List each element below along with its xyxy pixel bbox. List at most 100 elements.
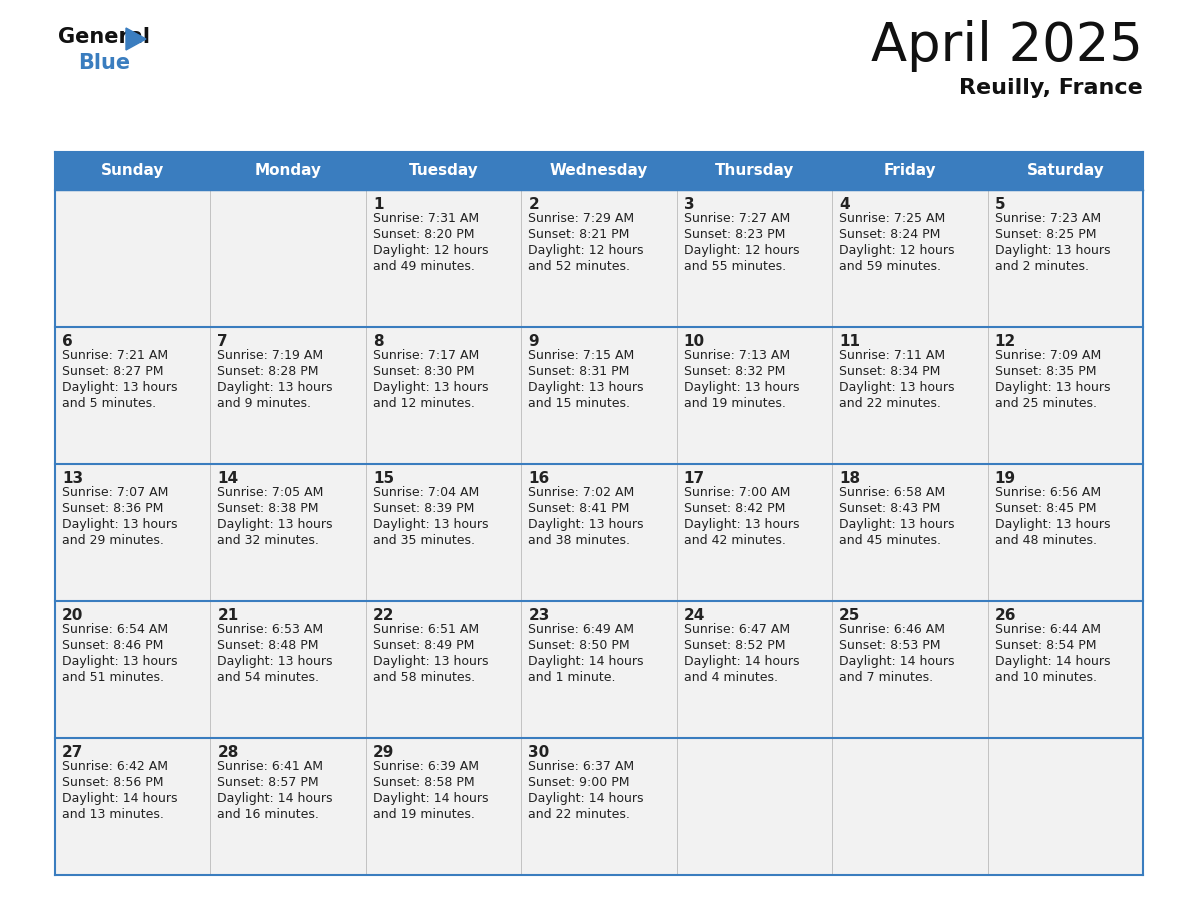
Text: Sunset: 8:53 PM: Sunset: 8:53 PM — [839, 639, 941, 652]
Text: Sunset: 9:00 PM: Sunset: 9:00 PM — [529, 776, 630, 789]
Text: 10: 10 — [684, 334, 704, 349]
Text: and 7 minutes.: and 7 minutes. — [839, 671, 934, 684]
Text: Daylight: 13 hours: Daylight: 13 hours — [529, 518, 644, 531]
Text: Sunrise: 6:42 AM: Sunrise: 6:42 AM — [62, 760, 168, 773]
Text: Daylight: 13 hours: Daylight: 13 hours — [684, 518, 800, 531]
Text: 18: 18 — [839, 471, 860, 486]
Text: April 2025: April 2025 — [871, 20, 1143, 72]
Text: and 12 minutes.: and 12 minutes. — [373, 397, 475, 410]
Text: Sunset: 8:50 PM: Sunset: 8:50 PM — [529, 639, 630, 652]
Text: Sunrise: 7:11 AM: Sunrise: 7:11 AM — [839, 349, 946, 362]
Bar — [987, 190, 1143, 327]
Bar — [210, 738, 366, 875]
Text: Daylight: 13 hours: Daylight: 13 hours — [217, 381, 333, 394]
Text: Sunrise: 6:47 AM: Sunrise: 6:47 AM — [684, 623, 790, 636]
Text: Daylight: 13 hours: Daylight: 13 hours — [994, 244, 1110, 257]
Text: and 35 minutes.: and 35 minutes. — [373, 534, 475, 547]
Text: and 49 minutes.: and 49 minutes. — [373, 260, 475, 273]
Text: Daylight: 12 hours: Daylight: 12 hours — [839, 244, 955, 257]
Text: 1: 1 — [373, 197, 384, 212]
Bar — [55, 738, 210, 875]
Bar — [832, 738, 987, 875]
Text: Daylight: 13 hours: Daylight: 13 hours — [62, 518, 177, 531]
Bar — [522, 464, 677, 601]
Text: Sunrise: 7:27 AM: Sunrise: 7:27 AM — [684, 212, 790, 225]
Text: Daylight: 13 hours: Daylight: 13 hours — [994, 518, 1110, 531]
Text: Daylight: 14 hours: Daylight: 14 hours — [839, 655, 955, 668]
Text: Daylight: 14 hours: Daylight: 14 hours — [217, 792, 333, 805]
Text: Sunset: 8:54 PM: Sunset: 8:54 PM — [994, 639, 1097, 652]
Text: Sunset: 8:45 PM: Sunset: 8:45 PM — [994, 502, 1097, 515]
Text: 27: 27 — [62, 745, 83, 760]
Bar — [210, 190, 366, 327]
Text: and 52 minutes.: and 52 minutes. — [529, 260, 631, 273]
Bar — [210, 601, 366, 738]
Text: Daylight: 13 hours: Daylight: 13 hours — [62, 655, 177, 668]
Bar — [987, 327, 1143, 464]
Text: Sunrise: 7:04 AM: Sunrise: 7:04 AM — [373, 486, 479, 499]
Bar — [366, 327, 522, 464]
Text: and 13 minutes.: and 13 minutes. — [62, 808, 164, 821]
Text: Saturday: Saturday — [1026, 163, 1104, 178]
Text: 7: 7 — [217, 334, 228, 349]
Text: Sunrise: 7:29 AM: Sunrise: 7:29 AM — [529, 212, 634, 225]
Polygon shape — [126, 28, 146, 50]
Text: General: General — [58, 27, 150, 47]
Text: and 5 minutes.: and 5 minutes. — [62, 397, 156, 410]
Bar — [677, 601, 832, 738]
Text: Sunset: 8:20 PM: Sunset: 8:20 PM — [373, 228, 474, 241]
Text: Sunrise: 6:39 AM: Sunrise: 6:39 AM — [373, 760, 479, 773]
Bar — [522, 601, 677, 738]
Text: Sunset: 8:41 PM: Sunset: 8:41 PM — [529, 502, 630, 515]
Text: and 38 minutes.: and 38 minutes. — [529, 534, 631, 547]
Text: 19: 19 — [994, 471, 1016, 486]
Text: Daylight: 13 hours: Daylight: 13 hours — [62, 381, 177, 394]
Text: 8: 8 — [373, 334, 384, 349]
Text: and 54 minutes.: and 54 minutes. — [217, 671, 320, 684]
Text: Daylight: 14 hours: Daylight: 14 hours — [529, 792, 644, 805]
Text: 17: 17 — [684, 471, 704, 486]
Bar — [522, 738, 677, 875]
Text: Sunrise: 6:49 AM: Sunrise: 6:49 AM — [529, 623, 634, 636]
Text: 13: 13 — [62, 471, 83, 486]
Text: Sunset: 8:57 PM: Sunset: 8:57 PM — [217, 776, 320, 789]
Text: and 19 minutes.: and 19 minutes. — [684, 397, 785, 410]
Text: Wednesday: Wednesday — [550, 163, 649, 178]
Text: Sunset: 8:31 PM: Sunset: 8:31 PM — [529, 365, 630, 378]
Text: Daylight: 13 hours: Daylight: 13 hours — [839, 518, 955, 531]
Text: Daylight: 13 hours: Daylight: 13 hours — [684, 381, 800, 394]
Bar — [522, 190, 677, 327]
Text: Sunrise: 7:00 AM: Sunrise: 7:00 AM — [684, 486, 790, 499]
Text: and 4 minutes.: and 4 minutes. — [684, 671, 778, 684]
Text: Sunrise: 6:56 AM: Sunrise: 6:56 AM — [994, 486, 1101, 499]
Text: Sunrise: 7:05 AM: Sunrise: 7:05 AM — [217, 486, 324, 499]
Text: Sunset: 8:30 PM: Sunset: 8:30 PM — [373, 365, 474, 378]
Bar — [55, 327, 210, 464]
Text: Sunset: 8:43 PM: Sunset: 8:43 PM — [839, 502, 941, 515]
Text: Sunrise: 6:41 AM: Sunrise: 6:41 AM — [217, 760, 323, 773]
Text: 21: 21 — [217, 608, 239, 623]
Text: Sunrise: 7:02 AM: Sunrise: 7:02 AM — [529, 486, 634, 499]
Text: Sunset: 8:23 PM: Sunset: 8:23 PM — [684, 228, 785, 241]
Text: and 1 minute.: and 1 minute. — [529, 671, 615, 684]
Text: 29: 29 — [373, 745, 394, 760]
Bar — [210, 327, 366, 464]
Text: 3: 3 — [684, 197, 694, 212]
Text: Friday: Friday — [884, 163, 936, 178]
Text: Sunset: 8:58 PM: Sunset: 8:58 PM — [373, 776, 474, 789]
Text: Daylight: 14 hours: Daylight: 14 hours — [684, 655, 800, 668]
Text: and 10 minutes.: and 10 minutes. — [994, 671, 1097, 684]
Text: and 22 minutes.: and 22 minutes. — [839, 397, 941, 410]
Text: 5: 5 — [994, 197, 1005, 212]
Text: Sunset: 8:36 PM: Sunset: 8:36 PM — [62, 502, 164, 515]
Text: Daylight: 13 hours: Daylight: 13 hours — [839, 381, 955, 394]
Text: Daylight: 13 hours: Daylight: 13 hours — [373, 381, 488, 394]
Text: 26: 26 — [994, 608, 1016, 623]
Text: and 51 minutes.: and 51 minutes. — [62, 671, 164, 684]
Text: Sunset: 8:42 PM: Sunset: 8:42 PM — [684, 502, 785, 515]
Text: and 55 minutes.: and 55 minutes. — [684, 260, 785, 273]
Text: 9: 9 — [529, 334, 539, 349]
Text: Sunrise: 7:15 AM: Sunrise: 7:15 AM — [529, 349, 634, 362]
Text: Sunset: 8:28 PM: Sunset: 8:28 PM — [217, 365, 318, 378]
Text: Sunset: 8:49 PM: Sunset: 8:49 PM — [373, 639, 474, 652]
